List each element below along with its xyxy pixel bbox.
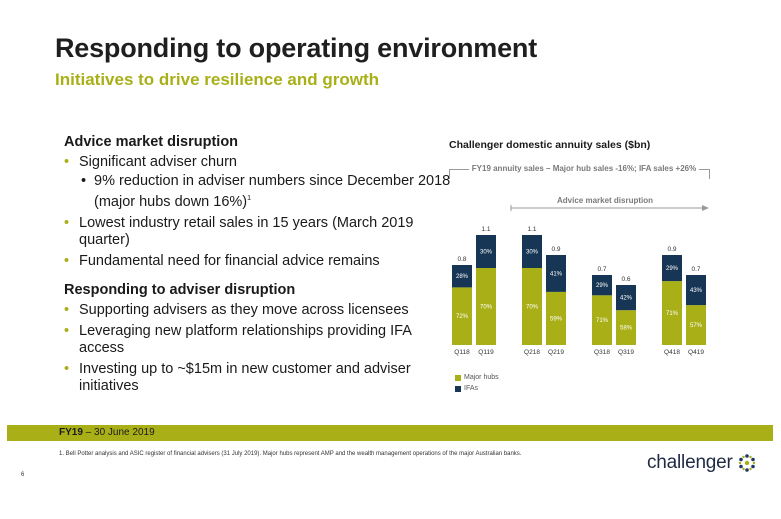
legend-item-ifas: IFAs bbox=[455, 383, 499, 394]
data-label-major-hubs: 72% bbox=[456, 314, 469, 320]
x-tick-label: Q119 bbox=[478, 349, 494, 356]
legend-swatch-ifas bbox=[455, 385, 461, 392]
legend-label-ifas: IFAs bbox=[464, 385, 479, 392]
advice-disruption-label: Advice market disruption bbox=[555, 196, 656, 205]
advice-disruption-arrow bbox=[510, 205, 709, 211]
bar-segment-ifas bbox=[546, 255, 566, 292]
sub-bullet-text: 9% reduction in adviser numbers since De… bbox=[94, 173, 451, 210]
data-label-total: 1.1 bbox=[527, 226, 536, 233]
data-label-ifas: 29% bbox=[666, 266, 679, 272]
legend-swatch-major-hubs bbox=[455, 374, 461, 381]
bar-segment-ifas bbox=[686, 275, 706, 306]
data-label-major-hubs: 71% bbox=[666, 311, 679, 317]
chart-title: Challenger domestic annuity sales ($bn) bbox=[449, 139, 651, 151]
bar-segment-ifas bbox=[452, 265, 472, 288]
data-label-ifas: 29% bbox=[596, 283, 609, 289]
x-tick-label: Q319 bbox=[618, 349, 634, 356]
logo-wordmark: challenger bbox=[647, 452, 733, 473]
section-heading-responding: Responding to adviser disruption bbox=[64, 281, 296, 298]
bullet-supporting-advisers: Supporting advisers as they move across … bbox=[64, 302, 454, 319]
fy-date: FY19 – 30 June 2019 bbox=[59, 427, 155, 438]
fy-band bbox=[7, 425, 773, 441]
bullet-advice-need: Fundamental need for financial advice re… bbox=[64, 253, 454, 270]
data-label-total: 0.7 bbox=[691, 266, 700, 273]
data-label-ifas: 42% bbox=[620, 296, 633, 302]
fy19-note: FY19 annuity sales – Major hub sales -16… bbox=[455, 164, 713, 173]
page-number: 6 bbox=[21, 472, 25, 478]
data-label-ifas: 30% bbox=[480, 250, 493, 256]
footnote: 1. Bell Potter analysis and ASIC registe… bbox=[59, 451, 522, 457]
bar-segment-major-hubs bbox=[592, 295, 612, 345]
slide-subtitle: Initiatives to drive resilience and grow… bbox=[55, 70, 380, 89]
data-label-major-hubs: 70% bbox=[526, 305, 539, 311]
data-label-major-hubs: 57% bbox=[690, 323, 703, 329]
bar-segment-major-hubs bbox=[546, 291, 566, 345]
bar-segment-ifas bbox=[616, 285, 636, 311]
data-label-ifas: 30% bbox=[526, 250, 539, 256]
x-tick-label: Q218 bbox=[524, 349, 540, 356]
data-label-total: 0.9 bbox=[551, 246, 560, 253]
data-label-total: 0.9 bbox=[667, 246, 676, 253]
x-tick-label: Q418 bbox=[664, 349, 680, 356]
section-heading-advice-disruption: Advice market disruption bbox=[64, 134, 239, 150]
data-label-total: 0.7 bbox=[597, 266, 606, 273]
sub-list: 9% reduction in adviser numbers since De… bbox=[79, 173, 454, 211]
x-tick-label: Q219 bbox=[548, 349, 564, 356]
bullet-retail-sales: Lowest industry retail sales in 15 years… bbox=[64, 215, 454, 249]
sub-bullet-adviser-reduction: 9% reduction in adviser numbers since De… bbox=[79, 173, 454, 211]
responding-list: Supporting advisers as they move across … bbox=[64, 302, 454, 395]
logo-star-icon bbox=[738, 454, 755, 472]
data-label-major-hubs: 71% bbox=[596, 318, 609, 324]
left-column: Advice market disruption Significant adv… bbox=[64, 134, 454, 399]
bullet-text: Significant adviser churn bbox=[79, 154, 237, 170]
challenger-logo: challenger bbox=[647, 452, 757, 474]
data-label-total: 0.6 bbox=[621, 276, 630, 283]
bullet-adviser-churn: Significant adviser churn 9% reduction i… bbox=[64, 154, 454, 211]
bar-segment-major-hubs bbox=[522, 268, 542, 345]
bullet-platform-relationships: Leveraging new platform relationships pr… bbox=[64, 323, 454, 357]
x-tick-label: Q318 bbox=[594, 349, 610, 356]
data-label-total: 0.8 bbox=[457, 256, 466, 263]
data-label-major-hubs: 59% bbox=[550, 316, 563, 322]
bar-segment-ifas bbox=[592, 275, 612, 296]
fy19-note-text: FY19 annuity sales – Major hub sales -16… bbox=[468, 164, 700, 173]
data-label-ifas: 43% bbox=[690, 288, 703, 294]
bar-segment-major-hubs bbox=[452, 287, 472, 345]
bar-segment-major-hubs bbox=[686, 305, 706, 345]
advice-disruption-list: Significant adviser churn 9% reduction i… bbox=[64, 154, 454, 270]
bar-segment-ifas bbox=[476, 235, 496, 268]
data-label-total: 1.1 bbox=[481, 226, 490, 233]
annuity-sales-chart: 72% 28% 0.8 Q118 70% 30% 1.1 Q119 70% 30% 1.1 Q218 5… bbox=[452, 226, 706, 356]
legend-item-major-hubs: Major hubs bbox=[455, 372, 499, 383]
x-tick-label: Q118 bbox=[454, 349, 470, 356]
slide-title: Responding to operating environment bbox=[55, 33, 538, 63]
bar-segment-ifas bbox=[662, 255, 682, 282]
legend-label-major-hubs: Major hubs bbox=[464, 374, 499, 381]
footnote-ref: 1 bbox=[247, 195, 252, 202]
bullet-investing: Investing up to ~$15m in new customer an… bbox=[64, 361, 454, 395]
data-label-ifas: 41% bbox=[550, 271, 563, 277]
x-tick-label: Q419 bbox=[688, 349, 704, 356]
data-label-major-hubs: 58% bbox=[620, 326, 633, 332]
data-label-major-hubs: 70% bbox=[480, 305, 493, 311]
bar-segment-major-hubs bbox=[662, 281, 682, 345]
chart-legend: Major hubs IFAs bbox=[455, 372, 499, 394]
fy-date-text: – 30 June 2019 bbox=[82, 427, 155, 438]
bar-segment-ifas bbox=[522, 235, 542, 268]
bar-segment-major-hubs bbox=[476, 268, 496, 345]
data-label-ifas: 28% bbox=[456, 274, 469, 280]
bar-segment-major-hubs bbox=[616, 310, 636, 345]
fy-label: FY19 bbox=[59, 427, 83, 438]
